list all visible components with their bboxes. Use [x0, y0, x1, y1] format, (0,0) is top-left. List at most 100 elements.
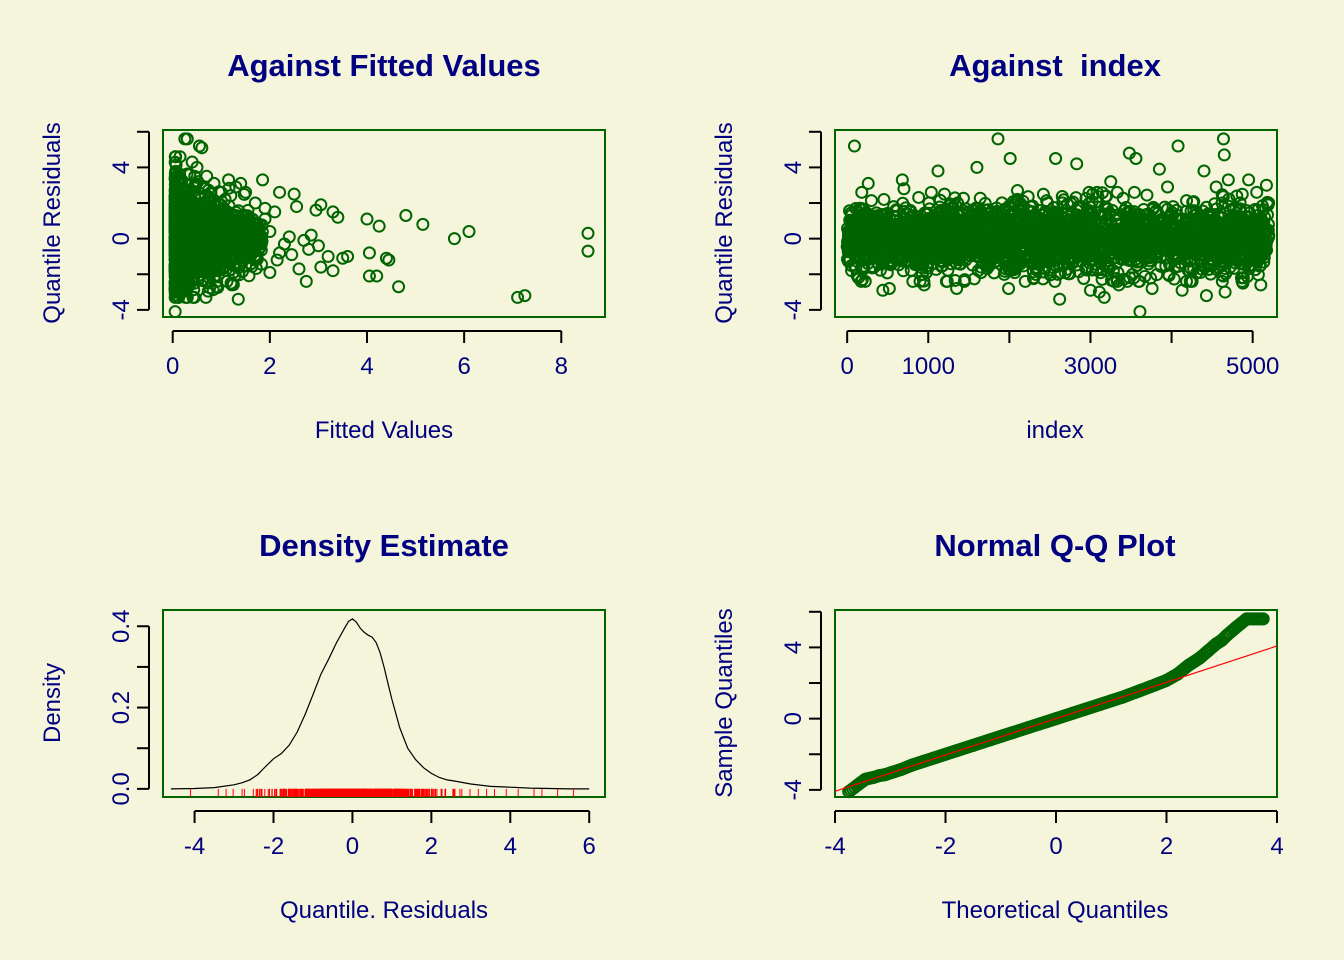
data-point [212, 257, 226, 271]
data-point [901, 208, 915, 222]
data-point [273, 185, 287, 199]
data-point [1198, 249, 1212, 263]
data-point [370, 269, 384, 283]
data-point [1217, 148, 1231, 162]
data-point [285, 248, 299, 262]
data-point [1251, 203, 1265, 217]
data-point [1133, 305, 1147, 319]
y-axis-label: Quantile Residuals [711, 122, 738, 323]
data-point [1021, 190, 1035, 204]
x-axis-label: Quantile. Residuals [280, 897, 488, 924]
data-point [1063, 242, 1077, 256]
data-point [169, 262, 183, 276]
y-tick-label: 0 [780, 712, 807, 725]
data-point [1103, 260, 1117, 274]
data-point [1125, 211, 1139, 225]
data-point [882, 282, 896, 296]
data-point [215, 240, 229, 254]
x-tick-label: 1000 [902, 353, 955, 380]
x-tick-label: -4 [184, 833, 205, 860]
data-point [1027, 271, 1041, 285]
data-point [1094, 266, 1108, 280]
data-point [1124, 244, 1138, 258]
plot-frame [162, 609, 606, 798]
data-point [937, 187, 951, 201]
data-point [1068, 221, 1082, 235]
data-point [852, 270, 866, 284]
data-point [859, 225, 873, 239]
data-point [1180, 194, 1194, 208]
data-point [845, 218, 859, 232]
x-axis-label: Theoretical Quantiles [942, 897, 1169, 924]
data-point [416, 217, 430, 231]
x-axis-label: Fitted Values [315, 417, 453, 444]
x-tick-label: -4 [824, 833, 845, 860]
data-point [198, 232, 212, 246]
data-point [1181, 240, 1195, 254]
data-point [239, 185, 253, 199]
data-point [909, 258, 923, 272]
data-point [171, 175, 185, 189]
data-point [202, 271, 216, 285]
data-point [1013, 257, 1027, 271]
data-point [883, 245, 897, 259]
data-point [1049, 151, 1063, 165]
data-point [1127, 271, 1141, 285]
data-point [331, 210, 345, 224]
data-point [894, 251, 908, 265]
data-point [1158, 243, 1172, 257]
data-point [1112, 211, 1126, 225]
data-point [1130, 255, 1144, 269]
data-point [1036, 208, 1050, 222]
data-point [186, 290, 200, 304]
data-point [958, 273, 972, 287]
data-point [1257, 255, 1271, 269]
data-point [917, 278, 931, 292]
x-tick-label: 0 [840, 353, 853, 380]
data-point [193, 209, 207, 223]
data-point [1151, 230, 1165, 244]
data-point [190, 257, 204, 271]
y-axis-label: Density [39, 663, 66, 743]
data-point [1085, 249, 1099, 263]
y-tick-label: 0.0 [108, 772, 135, 805]
data-point [171, 205, 185, 219]
data-point [1032, 255, 1046, 269]
data-point [203, 246, 217, 260]
data-point [1141, 218, 1155, 232]
data-point [857, 252, 871, 266]
data-point [287, 187, 301, 201]
data-point [290, 200, 304, 214]
data-point [980, 216, 994, 230]
data-point [866, 260, 880, 274]
data-point [1165, 213, 1179, 227]
data-point [379, 251, 393, 265]
data-point [950, 250, 964, 264]
data-point [1236, 271, 1250, 285]
data-point [214, 185, 228, 199]
y-axis-label: Sample Quantiles [711, 608, 738, 797]
x-tick-label: 3000 [1064, 353, 1117, 380]
data-point [1070, 258, 1084, 272]
data-point [273, 246, 287, 260]
data-point [1197, 164, 1211, 178]
data-point [253, 235, 267, 249]
data-point [1175, 283, 1189, 297]
data-point [953, 257, 967, 271]
data-point [884, 258, 898, 272]
data-point [843, 253, 857, 267]
data-point [1089, 216, 1103, 230]
data-point [195, 141, 209, 155]
data-point [314, 260, 328, 274]
data-point [1245, 223, 1259, 237]
data-point [1108, 224, 1122, 238]
data-point [1177, 220, 1191, 234]
data-point [362, 246, 376, 260]
x-tick-label: 5000 [1226, 353, 1279, 380]
data-point [1061, 214, 1075, 228]
data-point [948, 273, 962, 287]
data-point [950, 282, 964, 296]
data-point [922, 247, 936, 261]
data-point [1083, 283, 1097, 297]
